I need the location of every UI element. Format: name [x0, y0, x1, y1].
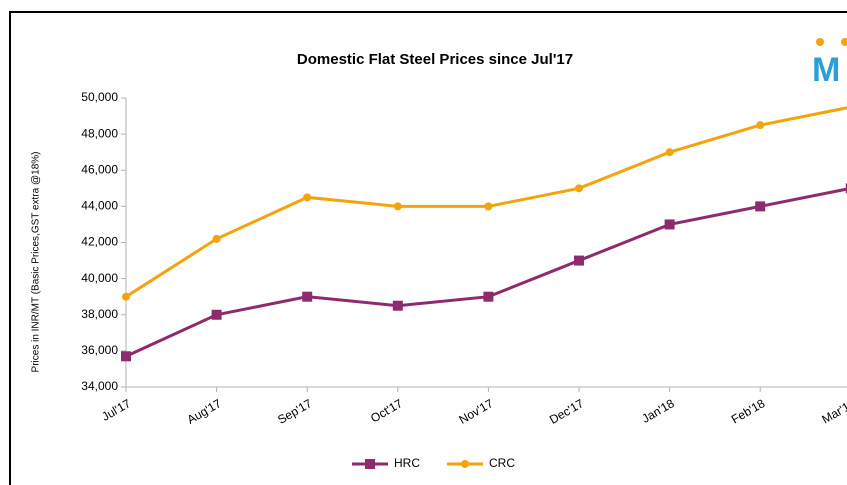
marker [121, 351, 131, 362]
marker [212, 234, 221, 243]
y-axis-label: Prices in INR/MT (Basic Prices,GST extra… [31, 152, 42, 373]
logo: M [812, 38, 847, 89]
y-tick-label: 40,000 [81, 271, 118, 285]
marker [483, 291, 494, 302]
legend-label: HRC [394, 456, 420, 470]
logo-text: M [812, 51, 840, 89]
y-tick-label: 44,000 [81, 199, 118, 213]
chart-title: Domestic Flat Steel Prices since Jul'17 [297, 51, 573, 68]
marker [755, 201, 766, 212]
legend-marker [461, 460, 469, 468]
marker [302, 291, 313, 302]
marker [575, 184, 583, 193]
y-tick-label: 34,000 [81, 379, 118, 393]
marker [484, 202, 493, 211]
marker [574, 255, 584, 266]
y-tick-label: 38,000 [81, 307, 118, 321]
y-tick-label: 48,000 [81, 126, 118, 140]
marker [392, 300, 403, 311]
marker [393, 202, 402, 211]
legend-label: CRC [489, 456, 515, 470]
marker [664, 219, 675, 230]
series [122, 105, 847, 301]
marker [845, 183, 847, 194]
y-tick-label: 42,000 [81, 235, 118, 249]
y-tick-label: 50,000 [81, 90, 118, 104]
marker [756, 121, 765, 130]
series [121, 183, 847, 362]
marker [665, 148, 674, 157]
marker [122, 292, 130, 301]
logo-dot [816, 38, 824, 46]
legend-marker [365, 459, 375, 469]
y-tick-label: 36,000 [81, 343, 118, 357]
chart-border [9, 11, 847, 485]
logo-dot [841, 38, 847, 46]
marker [211, 309, 222, 320]
marker [303, 193, 312, 202]
y-tick-label: 46,000 [81, 162, 118, 176]
